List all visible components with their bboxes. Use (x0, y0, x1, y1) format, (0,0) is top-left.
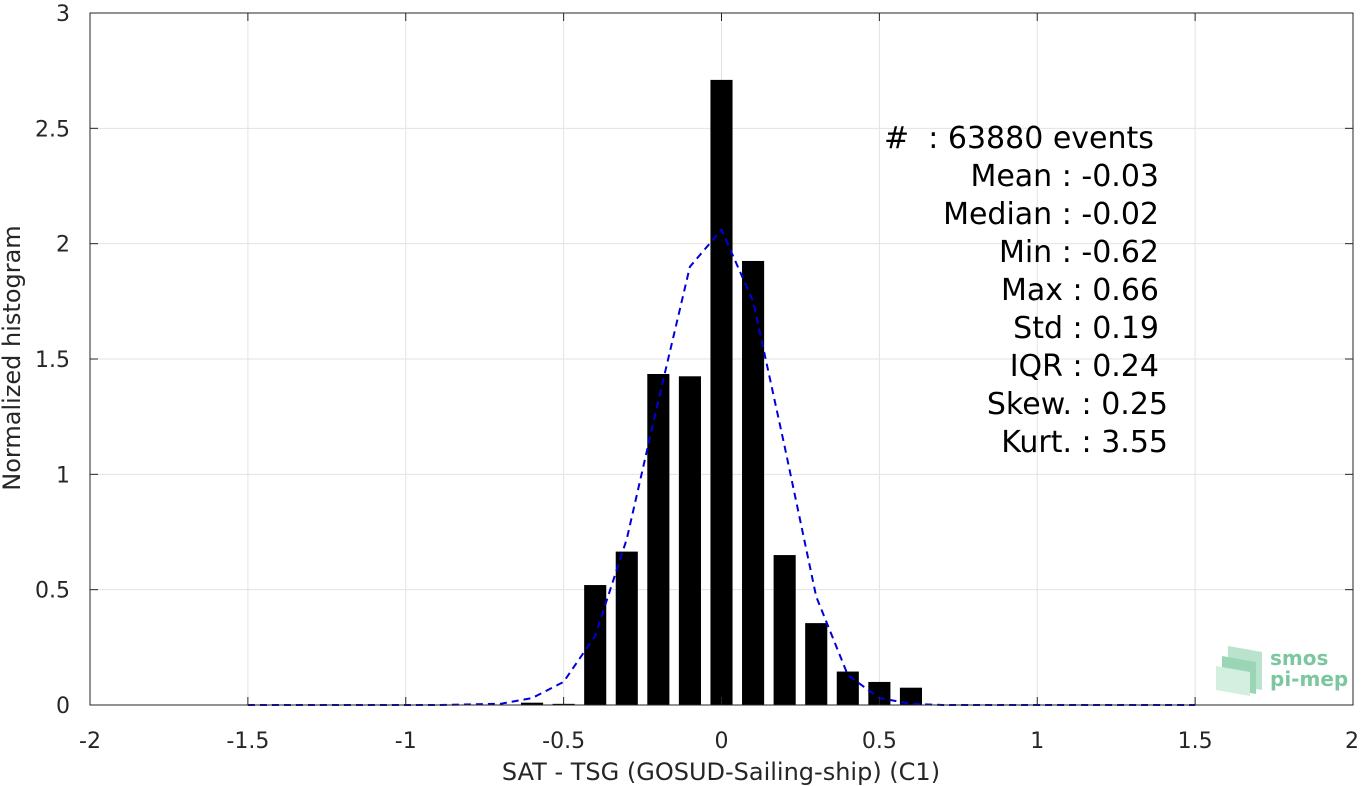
histogram-bar (584, 585, 607, 705)
logo-text-smos: smos (1270, 646, 1328, 670)
stat-events: # : 63880 events (884, 121, 1154, 156)
logo-mark-icon (1216, 646, 1262, 696)
x-tick-label: -2 (79, 729, 101, 754)
x-tick-label: -0.5 (542, 729, 585, 754)
histogram-bar (678, 376, 701, 705)
histogram-bar (773, 555, 796, 705)
stat-mean: Mean : -0.03 (970, 159, 1159, 194)
stat-median: Median : -0.02 (943, 197, 1159, 232)
histogram-bar (647, 373, 670, 705)
stat-max: Max : 0.66 (1001, 273, 1159, 308)
y-axis-label: Normalized histogram (0, 225, 26, 490)
stat-min: Min : -0.62 (999, 235, 1159, 270)
y-tick-label: 3 (56, 2, 70, 27)
axes-frame (89, 12, 1354, 706)
histogram-bars (520, 79, 923, 706)
y-tick-label: 1.5 (35, 348, 70, 373)
stat-kurt: Kurt. : 3.55 (1001, 425, 1168, 460)
y-tick-label: 1 (56, 463, 70, 488)
stat-iqr: IQR : 0.24 (1010, 349, 1159, 384)
histogram-bar (520, 702, 544, 705)
logo-text-pimep: pi-mep (1270, 667, 1348, 691)
smos-pimep-logo: smos pi-mep (1216, 646, 1348, 696)
x-tick-label: 0.5 (862, 729, 897, 754)
x-tick-label: 1 (1030, 729, 1044, 754)
y-tick-label: 0.5 (35, 579, 70, 604)
histogram-bar (710, 79, 733, 706)
y-tick-label: 2 (56, 233, 70, 258)
histogram-bar (836, 671, 859, 705)
y-tick-label: 2.5 (35, 117, 70, 142)
histogram-bar (805, 623, 828, 705)
x-tick-label: 0 (715, 729, 729, 754)
x-tick-labels: -2 -1.5 -1 -0.5 0 0.5 1 1.5 2 (79, 729, 1359, 754)
histogram-bar (868, 681, 891, 705)
x-tick-label: 1.5 (1178, 729, 1213, 754)
x-axis-label: SAT - TSG (GOSUD-Sailing-ship) (C1) (502, 758, 940, 786)
stat-std: Std : 0.19 (1013, 311, 1159, 346)
stat-skew: Skew. : 0.25 (987, 387, 1168, 422)
histogram-bar (742, 260, 765, 705)
x-tick-label: -1.5 (226, 729, 269, 754)
x-tick-label: 2 (1345, 729, 1359, 754)
y-tick-label: 0 (56, 694, 70, 719)
x-tick-label: -1 (395, 729, 417, 754)
histogram-bar (615, 551, 638, 705)
statistics-box: # : 63880 events Mean : -0.03 Median : -… (884, 121, 1168, 460)
histogram-bar (899, 687, 923, 705)
y-tick-labels: 0 0.5 1 1.5 2 2.5 3 (35, 2, 70, 719)
